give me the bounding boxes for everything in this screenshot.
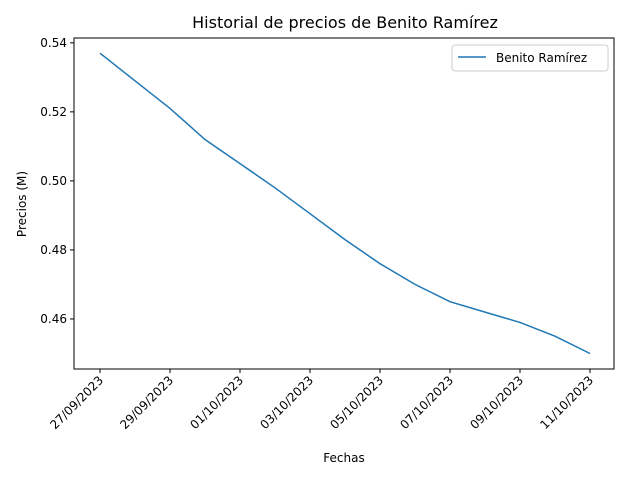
- x-tick-label: 01/10/2023: [187, 373, 246, 432]
- x-tick-label: 29/09/2023: [117, 373, 176, 432]
- x-tick-label: 11/10/2023: [537, 373, 596, 432]
- chart-title: Historial de precios de Benito Ramírez: [192, 13, 498, 32]
- x-tick-label: 05/10/2023: [327, 373, 386, 432]
- plot-area: [99, 52, 591, 355]
- y-axis-title: Precios (M): [15, 171, 29, 237]
- x-tick-label: 07/10/2023: [397, 373, 456, 432]
- y-tick-label: 0.50: [40, 174, 67, 188]
- x-tick-label: 03/10/2023: [257, 373, 316, 432]
- x-axis-title: Fechas: [323, 451, 364, 465]
- y-tick-label: 0.52: [40, 105, 67, 119]
- legend-label: Benito Ramírez: [496, 51, 587, 65]
- y-tick-label: 0.46: [40, 312, 67, 326]
- y-tick-label: 0.48: [40, 243, 67, 257]
- y-axis-ticks: 0.46 0.48 0.50 0.52 0.54: [40, 36, 74, 326]
- x-axis-ticks: 27/09/2023 29/09/2023 01/10/2023 03/10/2023…: [47, 369, 596, 432]
- x-tick-label: 27/09/2023: [47, 373, 106, 432]
- axes-frame: [73, 37, 615, 370]
- x-tick-label: 09/10/2023: [467, 373, 526, 432]
- legend-frame: [451, 44, 609, 72]
- y-tick-label: 0.54: [40, 36, 67, 50]
- series-line-benito-ramirez: [99, 52, 591, 355]
- legend: Benito Ramírez: [451, 44, 609, 72]
